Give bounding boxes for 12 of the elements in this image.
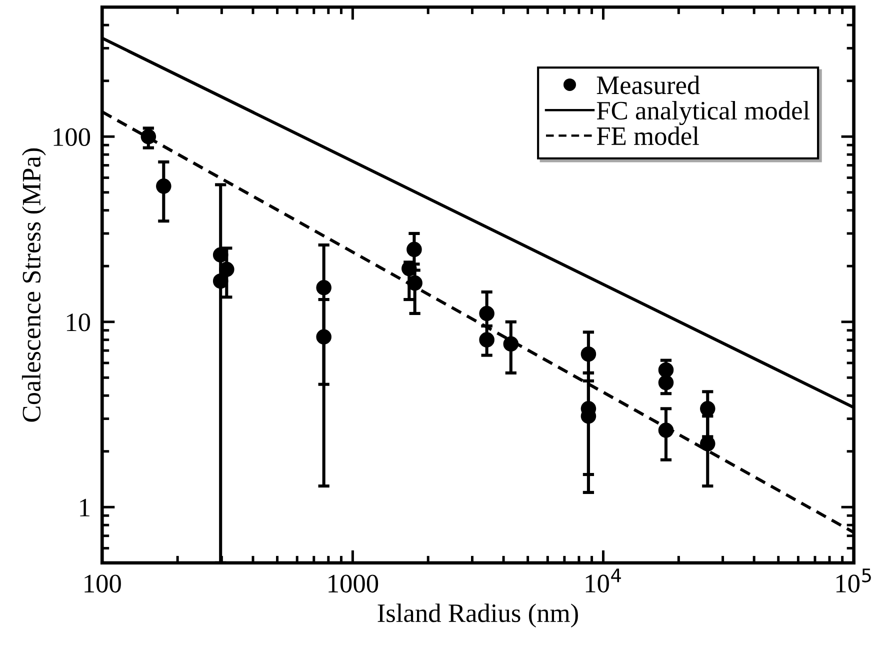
x-tick-label: 100 xyxy=(84,574,121,593)
y-tick-label: 100 xyxy=(54,128,90,146)
x-tick-label: 10$^{5}$ xyxy=(836,568,871,592)
y-tick-label: 10 xyxy=(66,313,90,332)
y-axis-title: Coalescence Stress (MPa) xyxy=(22,148,46,422)
x-axis-title: Island Radius (nm) xyxy=(378,604,578,628)
x-tick-label: 10$^{4}$ xyxy=(586,568,621,592)
legend-label: FE model xyxy=(596,126,699,146)
y-tick-label: 1 xyxy=(80,498,90,516)
legend-label: Measured xyxy=(596,76,700,94)
x-tick-label: 1000 xyxy=(328,574,378,593)
legend-label: FC analytical model xyxy=(596,101,810,126)
